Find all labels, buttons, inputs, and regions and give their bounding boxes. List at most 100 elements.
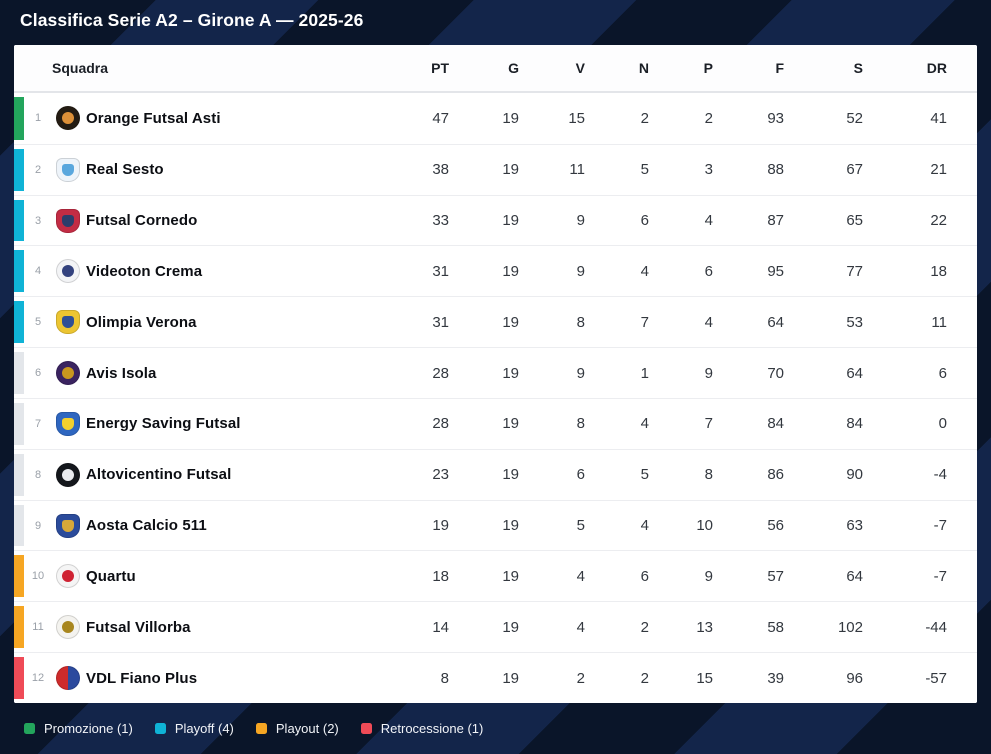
legend-item: Promozione (1) — [24, 721, 133, 736]
team-logo-icon — [56, 666, 80, 691]
team-name: Avis Isola — [86, 364, 157, 382]
games-cell: 19 — [502, 669, 519, 687]
team-cell: 4 Videoton Crema — [14, 246, 379, 296]
team-logo-icon — [56, 259, 80, 284]
legend-item: Retrocessione (1) — [360, 721, 483, 736]
goal-diff-cell: 21 — [930, 161, 947, 179]
games-cell: 19 — [502, 466, 519, 484]
position-number: 11 — [32, 621, 44, 634]
position-number: 7 — [34, 417, 42, 430]
table-row[interactable]: 1 Orange Futsal Asti 47 19 15 2 2 93 52 … — [14, 93, 977, 144]
points-cell: 14 — [432, 618, 449, 636]
draws-cell: 4 — [640, 415, 649, 433]
table-body: 1 Orange Futsal Asti 47 19 15 2 2 93 52 … — [14, 93, 977, 703]
column-header-v: V — [575, 60, 585, 76]
position-number: 6 — [34, 367, 42, 380]
goal-diff-cell: 18 — [930, 262, 947, 280]
wins-cell: 11 — [569, 161, 585, 179]
goals-for-cell: 84 — [767, 415, 784, 433]
draws-cell: 7 — [640, 313, 649, 331]
team-cell: 1 Orange Futsal Asti — [14, 93, 379, 144]
column-header-s: S — [853, 60, 863, 76]
legend-swatch-icon — [24, 723, 35, 734]
table-row[interactable]: 4 Videoton Crema 31 19 9 4 6 95 77 18 — [14, 245, 977, 297]
draws-cell: 2 — [640, 669, 649, 687]
team-logo-icon — [56, 462, 80, 487]
team-name: Quartu — [86, 567, 136, 585]
position-number: 12 — [31, 672, 45, 685]
column-header-f: F — [775, 60, 784, 76]
goal-diff-cell: -57 — [925, 669, 947, 687]
points-cell: 28 — [432, 415, 449, 433]
team-logo-icon — [56, 157, 80, 182]
losses-cell: 7 — [704, 415, 713, 433]
goal-diff-cell: 22 — [930, 212, 947, 230]
points-cell: 19 — [432, 517, 449, 535]
table-row[interactable]: 7 Energy Saving Futsal 28 19 8 4 7 84 84… — [14, 397, 977, 449]
team-name: Olimpia Verona — [86, 313, 197, 331]
goals-against-cell: 96 — [846, 669, 863, 687]
draws-cell: 4 — [640, 517, 649, 535]
team-logo-icon — [56, 361, 80, 386]
zone-indicator — [14, 97, 24, 140]
zone-indicator — [14, 606, 24, 649]
losses-cell: 4 — [704, 313, 713, 331]
games-cell: 19 — [502, 415, 519, 433]
goals-for-cell: 93 — [767, 109, 784, 127]
team-name: Videoton Crema — [86, 262, 203, 280]
goal-diff-cell: -44 — [925, 618, 947, 636]
team-name: Real Sesto — [86, 161, 164, 179]
team-logo-inner — [62, 417, 74, 430]
legend: Promozione (1) Playoff (4) Playout (2) R… — [0, 703, 991, 754]
goal-diff-cell: 41 — [930, 109, 947, 127]
table-row[interactable]: 12 VDL Fiano Plus 8 19 2 2 15 39 96 -57 — [14, 652, 977, 703]
table-row[interactable]: 2 Real Sesto 38 19 11 5 3 88 67 21 — [14, 143, 977, 195]
table-row[interactable]: 11 Futsal Villorba 14 19 4 2 13 58 102 -… — [14, 601, 977, 653]
table-row[interactable]: 8 Altovicentino Futsal 23 19 6 5 8 86 90… — [14, 448, 977, 500]
wins-cell: 4 — [576, 567, 585, 585]
goals-against-cell: 64 — [846, 567, 863, 585]
zone-indicator — [14, 352, 24, 394]
legend-item: Playout (2) — [255, 721, 339, 736]
team-name: Aosta Calcio 511 — [86, 517, 207, 535]
losses-cell: 15 — [696, 669, 713, 687]
team-cell: 5 Olimpia Verona — [14, 297, 379, 347]
zone-indicator — [14, 504, 24, 547]
team-logo-icon — [56, 106, 80, 131]
legend-label: Playout (2) — [275, 721, 339, 736]
goal-diff-cell: 11 — [931, 313, 947, 331]
draws-cell: 2 — [640, 109, 649, 127]
goals-against-cell: 53 — [846, 313, 863, 331]
table-row[interactable]: 6 Avis Isola 28 19 9 1 9 70 64 6 — [14, 347, 977, 398]
games-cell: 19 — [502, 262, 519, 280]
team-cell: 7 Energy Saving Futsal — [14, 399, 379, 449]
points-cell: 8 — [440, 669, 449, 687]
games-cell: 19 — [502, 212, 519, 230]
points-cell: 23 — [432, 466, 449, 484]
table-row[interactable]: 9 Aosta Calcio 511 19 19 5 4 10 56 63 -7 — [14, 499, 977, 551]
table-row[interactable]: 3 Futsal Cornedo 33 19 9 6 4 87 65 22 — [14, 194, 977, 246]
position-number: 2 — [34, 163, 42, 176]
losses-cell: 6 — [704, 262, 713, 280]
games-cell: 19 — [502, 313, 519, 331]
legend-swatch-icon — [360, 723, 372, 734]
draws-cell: 1 — [640, 364, 649, 382]
goals-against-cell: 67 — [846, 161, 863, 179]
table-row[interactable]: 10 Quartu 18 19 4 6 9 57 64 -7 — [14, 550, 977, 602]
games-cell: 19 — [502, 517, 519, 535]
losses-cell: 9 — [704, 364, 713, 382]
goals-against-cell: 64 — [846, 364, 863, 382]
table-header-row: Squadra PT G V N P F S DR — [14, 45, 977, 93]
wins-cell: 9 — [576, 262, 585, 280]
losses-cell: 4 — [704, 212, 713, 230]
team-cell: 9 Aosta Calcio 511 — [14, 501, 379, 551]
team-cell: 8 Altovicentino Futsal — [14, 450, 379, 500]
legend-item: Playoff (4) — [154, 721, 234, 736]
goal-diff-cell: -7 — [933, 567, 947, 585]
column-header-pt: PT — [431, 60, 449, 76]
losses-cell: 13 — [696, 618, 713, 636]
goals-for-cell: 95 — [767, 262, 784, 280]
column-header-n: N — [638, 60, 649, 76]
games-cell: 19 — [502, 364, 519, 382]
table-row[interactable]: 5 Olimpia Verona 31 19 8 7 4 64 53 11 — [14, 296, 977, 348]
